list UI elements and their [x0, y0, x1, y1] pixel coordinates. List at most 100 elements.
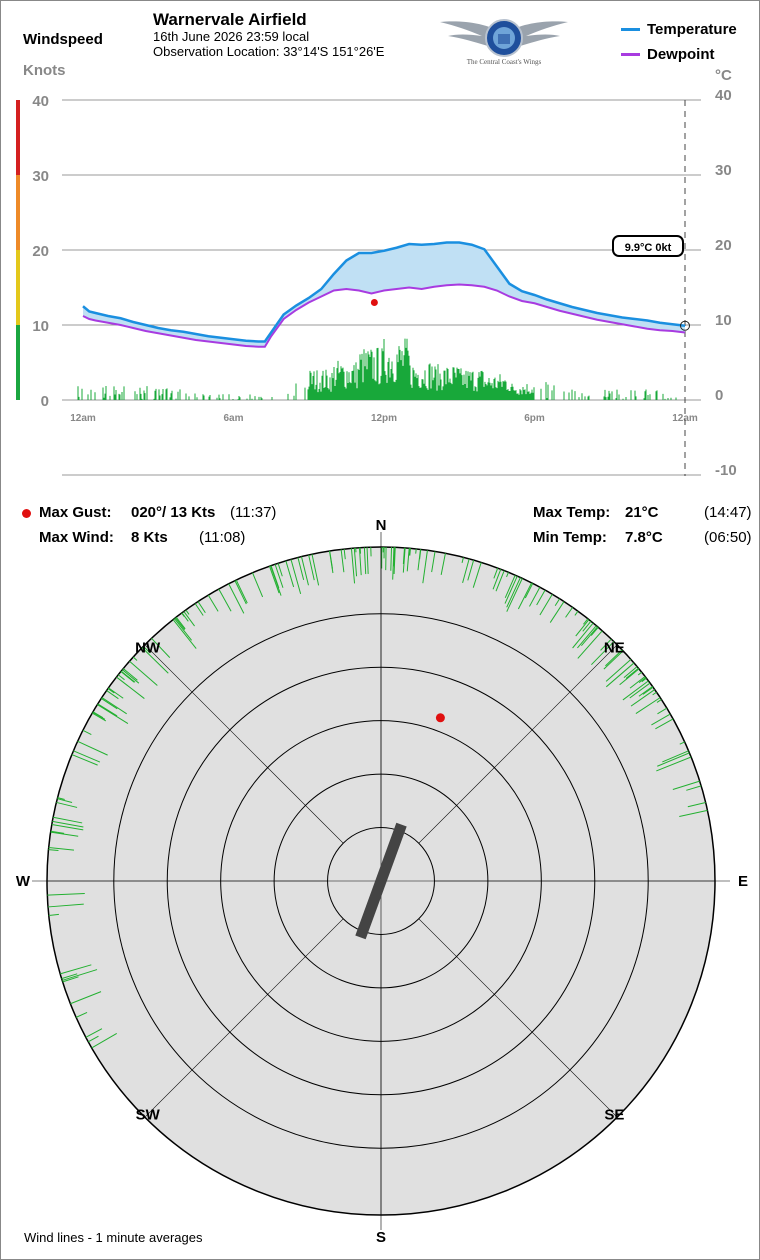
wind-line [630, 689, 655, 707]
wind-rose: N NE E SE S SW W NW [16, 517, 748, 1246]
wind-line [120, 670, 136, 683]
max-wind-time: (11:08) [199, 529, 246, 546]
wind-line [185, 609, 190, 615]
temperature-wind-chart: 0 10 20 30 40 -10 0 10 20 30 40 12am 6am 12pm 6pm 12am 9… [16, 87, 737, 479]
direction-label-w: W [16, 873, 31, 890]
wind-line [462, 558, 470, 583]
max-gust-value: 020°/ 13 Kts [131, 504, 216, 521]
wind-line [172, 619, 197, 649]
wind-line [48, 849, 59, 852]
wind-line [390, 547, 393, 571]
wind-line [175, 616, 186, 630]
wind-line [605, 649, 623, 667]
wind-line [197, 601, 206, 614]
wind-line [308, 554, 315, 581]
direction-label-se: SE [604, 1106, 624, 1123]
wind-line [415, 548, 417, 554]
speed-band-10 [16, 250, 20, 325]
wind-line [129, 660, 158, 686]
wind-line [642, 686, 654, 695]
wind-line [402, 547, 406, 573]
wind-line [142, 645, 151, 654]
direction-label-e: E [738, 873, 748, 890]
wind-line [402, 547, 406, 565]
current-reading-marker [680, 320, 690, 331]
wind-line [350, 548, 356, 584]
wind-line [62, 969, 98, 981]
wings-logo-icon [440, 19, 568, 57]
station-name: Warnervale Airfield [153, 10, 307, 29]
wind-line [73, 750, 101, 763]
wind-line [493, 567, 499, 579]
wind-line [472, 562, 482, 588]
wind-line [657, 707, 668, 715]
wind-line [207, 594, 219, 612]
max-temp-value: 21°C [625, 504, 659, 521]
wind-line [300, 556, 309, 586]
wind-line [56, 801, 78, 808]
wind-line [623, 666, 638, 678]
wind-line [48, 913, 59, 916]
wind-line [577, 625, 597, 649]
min-temp-time: (06:50) [704, 529, 752, 546]
wind-line [174, 617, 186, 631]
runway-icon [355, 822, 407, 940]
wind-line [422, 550, 428, 584]
wind-line [91, 1033, 117, 1049]
spoke-225 [144, 918, 344, 1118]
observation-datetime: 16th June 2026 23:59 local [153, 29, 310, 44]
wind-line [657, 752, 690, 767]
legend-temperature-swatch [621, 28, 640, 31]
wind-line [603, 650, 624, 670]
wind-line [183, 611, 195, 627]
min-temp-label: Min Temp: [533, 529, 607, 546]
max-gust-marker [370, 299, 378, 306]
wind-line [517, 582, 533, 610]
max-temp-label: Max Temp: [533, 504, 611, 521]
wind-line [392, 547, 395, 580]
legend-dewpoint-label: Dewpoint [647, 46, 715, 63]
wind-line [101, 698, 118, 710]
speed-band-20 [16, 175, 20, 250]
wind-line [687, 801, 706, 808]
wind-line [116, 676, 145, 699]
wind-line [637, 671, 643, 676]
max-gust-label: Max Gust: [39, 504, 112, 521]
x-tick-label: 12pm [371, 413, 397, 424]
wind-line [194, 603, 204, 616]
wind-line [50, 830, 65, 834]
wind-line [506, 578, 523, 612]
wind-line [122, 668, 138, 681]
direction-label-n: N [376, 517, 387, 534]
wind-line [107, 688, 115, 694]
current-reading-box [612, 235, 684, 257]
left-tick-label: 40 [32, 93, 49, 110]
wind-line [234, 580, 247, 605]
wind-line [48, 847, 75, 851]
wind-line [50, 831, 79, 837]
max-gust-marker [435, 713, 445, 723]
wind-line [61, 973, 78, 980]
wind-line [638, 686, 653, 697]
legend-temperature-label: Temperature [647, 21, 737, 38]
wind-line [393, 547, 396, 575]
wind-line [549, 601, 565, 623]
wind-line [52, 820, 84, 828]
max-temp-time: (14:47) [704, 504, 752, 521]
wind-line [662, 750, 689, 763]
wind-line [174, 618, 192, 641]
wind-line [393, 547, 396, 567]
wind-line [329, 550, 334, 574]
knots-label: Knots [23, 62, 66, 79]
dewpoint-line [82, 283, 686, 348]
wind-line [679, 809, 708, 817]
x-tick-label: 12am [70, 413, 96, 424]
left-tick-label: 30 [32, 168, 49, 185]
wind-line [619, 668, 640, 686]
wind-line [47, 903, 84, 908]
wind-line [290, 559, 302, 595]
wind-line [652, 691, 657, 696]
wind-line [574, 610, 579, 616]
spoke-45 [418, 644, 618, 844]
